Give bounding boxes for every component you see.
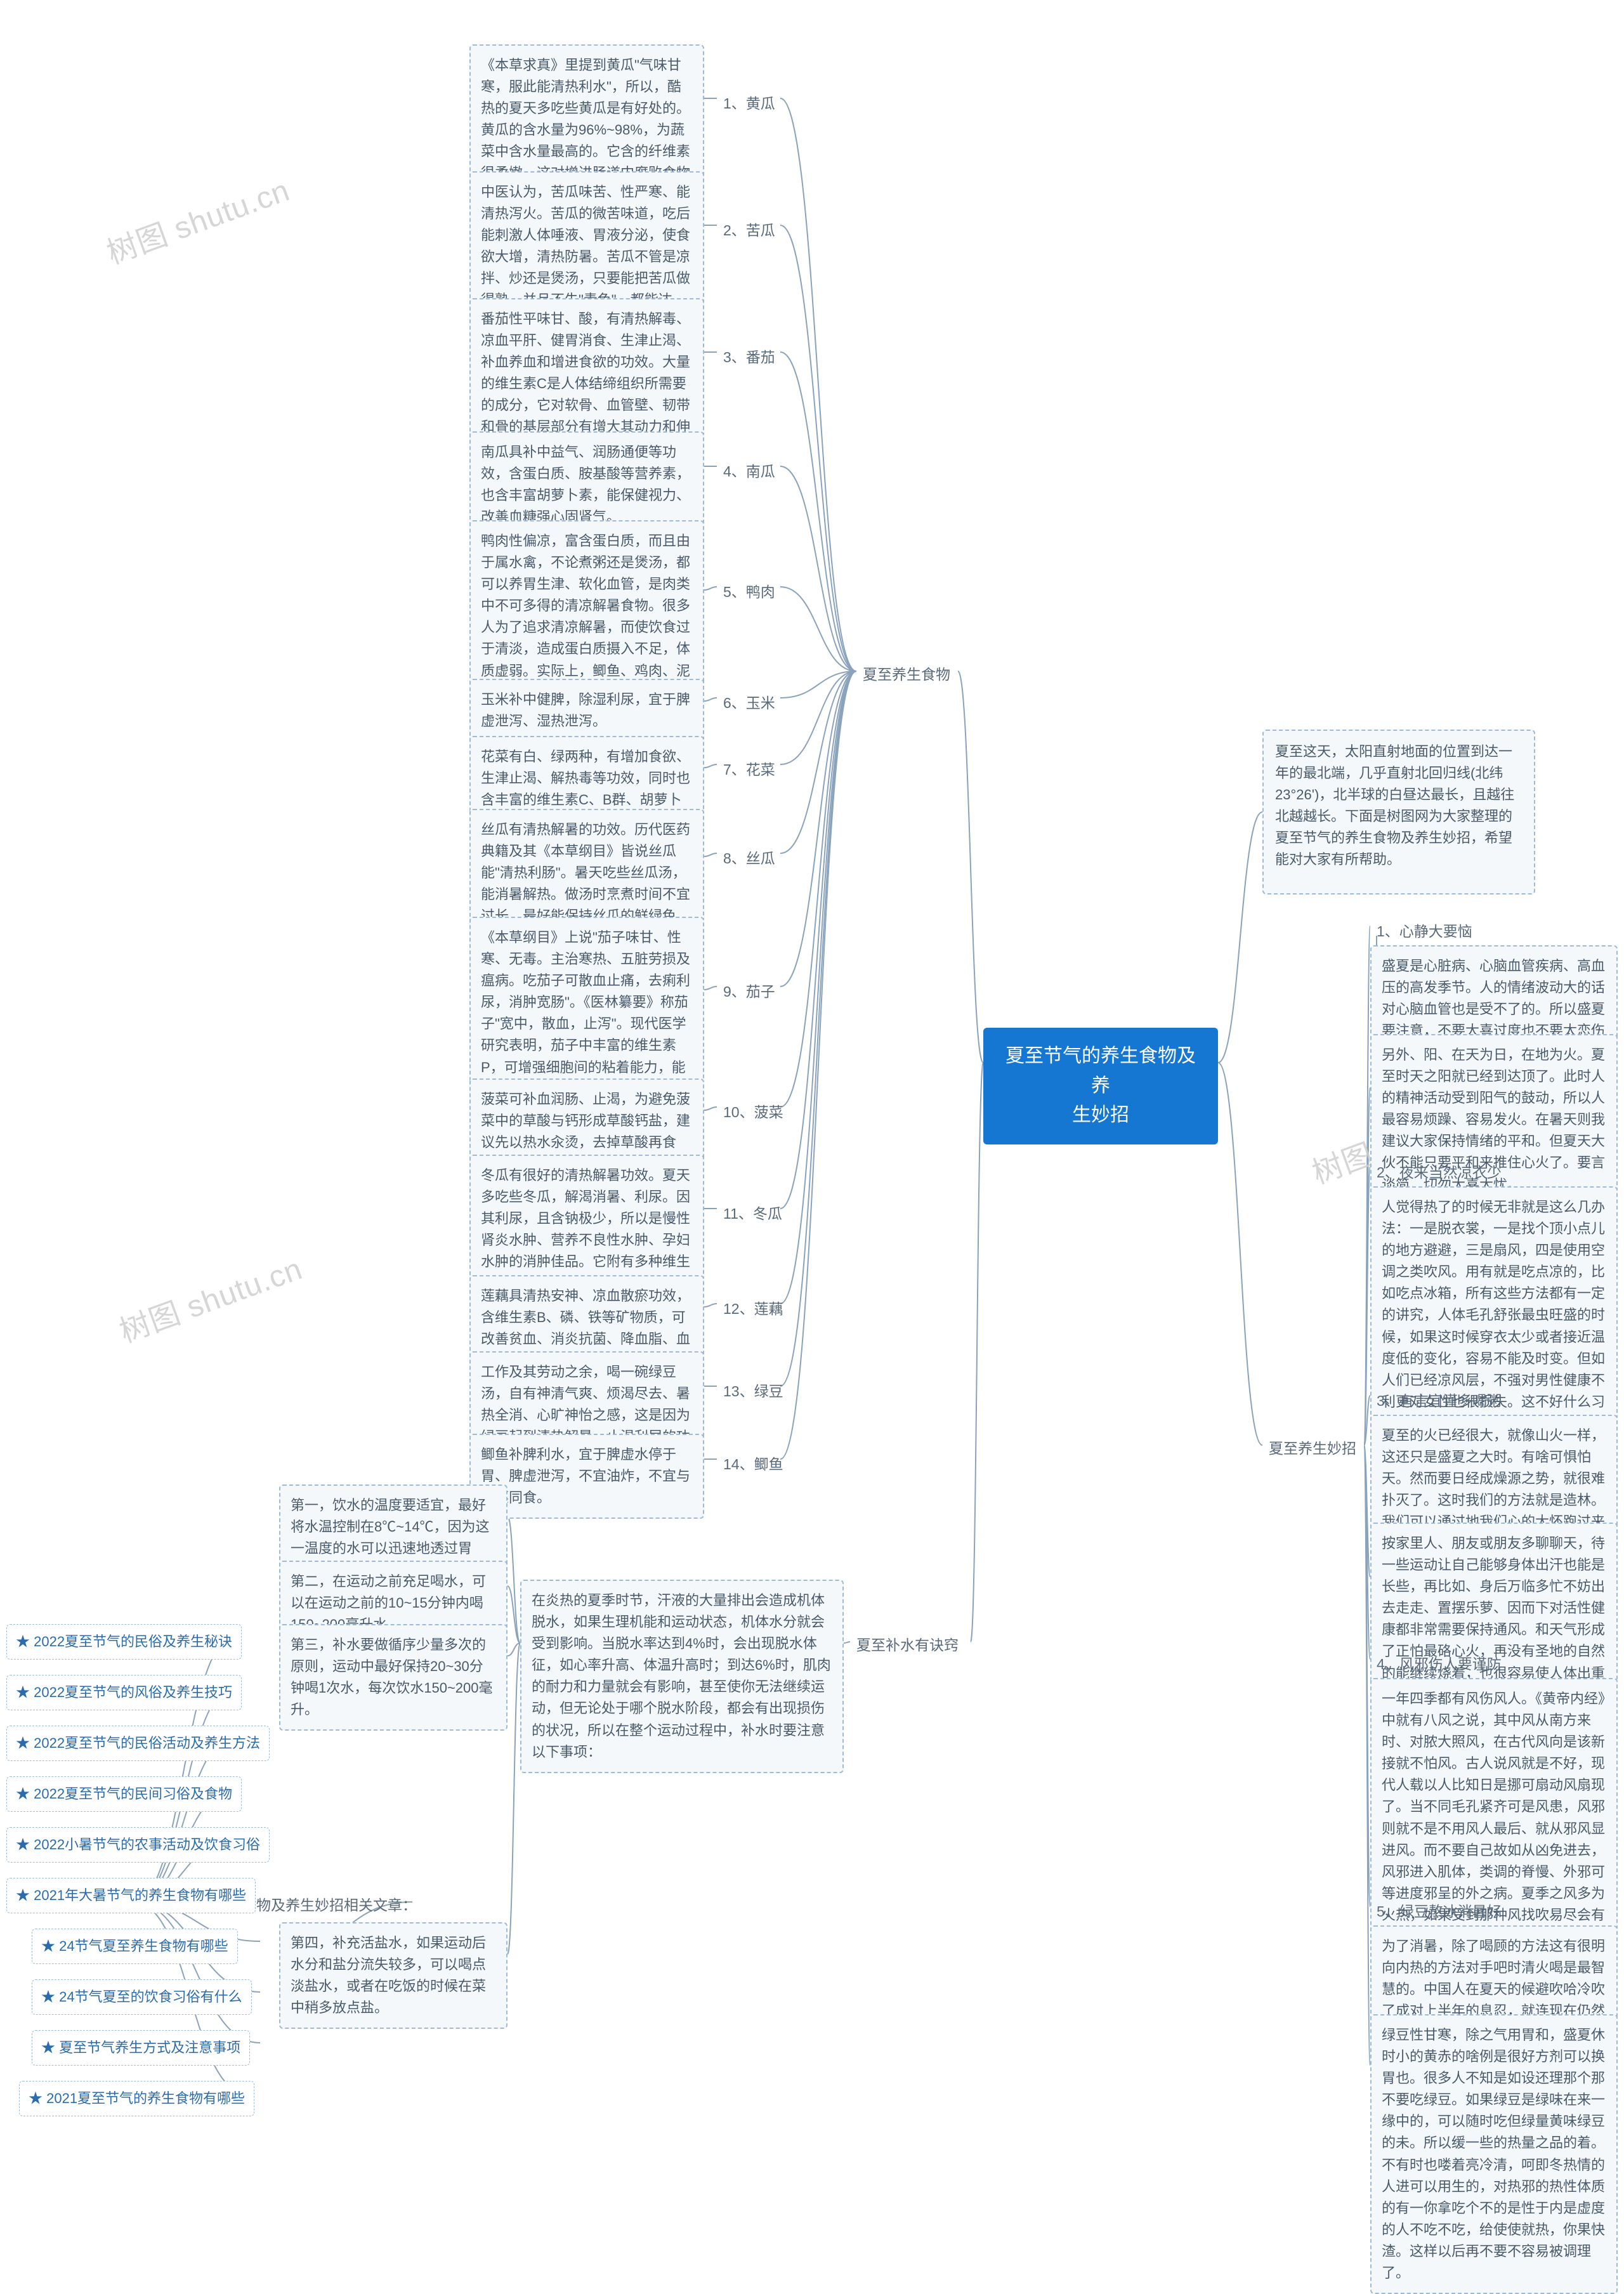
related-link-7[interactable]: ★ 24节气夏至养生食物有哪些	[32, 1929, 238, 1964]
food-num-1: 1、黄瓜	[717, 89, 782, 119]
water-intro: 在炎热的夏季时节，汗液的大量排出会造成机体脱水，如果生理机能和运动状态，机体水分…	[520, 1580, 844, 1773]
related-link-6[interactable]: ★ 2021年大暑节气的养生食物有哪些	[6, 1878, 256, 1913]
related-link-9[interactable]: ★ 夏至节气养生方式及注意事项	[32, 2030, 250, 2066]
water-tip-3: 第三，补水要做循序少量多次的原则，运动中最好保持20~30分钟喝1次水，每次饮水…	[279, 1624, 508, 1731]
related-link-3[interactable]: ★ 2022夏至节气的民俗活动及养生方法	[6, 1726, 270, 1761]
food-num-5: 5、鸭肉	[717, 577, 782, 608]
food-num-13: 13、绿豆	[717, 1377, 790, 1407]
related-link-10[interactable]: ★ 2021夏至节气的养生食物有哪些	[19, 2081, 254, 2116]
food-num-2: 2、苦瓜	[717, 216, 782, 246]
related-link-2[interactable]: ★ 2022夏至节气的风俗及养生技巧	[6, 1675, 242, 1710]
related-link-4[interactable]: ★ 2022夏至节气的民间习俗及食物	[6, 1776, 242, 1812]
tip-title-7: 5、绿豆熬冰消暑好	[1370, 1897, 1508, 1927]
food-num-9: 9、茄子	[717, 977, 782, 1007]
related-link-1[interactable]: ★ 2022夏至节气的民俗及养生秘诀	[6, 1624, 242, 1660]
tip-body-8: 绿豆性甘寒，除之气用胃和，盛夏休时小的黄赤的啥例是很好方剂可以换胃也。很多人不知…	[1370, 2014, 1618, 2294]
food-num-3: 3、番茄	[717, 343, 782, 373]
food-num-14: 14、鲫鱼	[717, 1450, 790, 1480]
water-label: 夏至补水有诀窍	[850, 1630, 971, 1661]
food-num-6: 6、玉米	[717, 688, 782, 719]
food-num-7: 7、花菜	[717, 755, 782, 785]
water-tip-4: 第四，补充活盐水，如果运动后水分和盐分流失较多，可以喝点淡盐水，或者在吃饭的时候…	[279, 1922, 508, 2029]
watermark: 树图 shutu.cn	[100, 166, 295, 273]
food-num-11: 11、冬瓜	[717, 1199, 789, 1229]
tip-title-4: 3、有言宜谨多喝粥	[1370, 1386, 1508, 1417]
foods-label: 夏至养生食物	[856, 660, 958, 690]
related-link-8[interactable]: ★ 24节气夏至的饮食习俗有什么	[32, 1979, 252, 2015]
watermark: 树图 shutu.cn	[112, 1244, 308, 1351]
food-desc-6: 玉米补中健脾，除湿利尿，宜于脾虚泄泻、湿热泄泻。	[469, 679, 704, 742]
root-node: 夏至节气的养生食物及养 生妙招	[983, 1028, 1218, 1144]
food-num-10: 10、菠菜	[717, 1098, 790, 1128]
tip-title-6: 4、风邪伤人要谨防	[1370, 1649, 1508, 1680]
tip-title-3: 2、夜来当然凉衣少	[1370, 1158, 1508, 1188]
food-num-4: 4、南瓜	[717, 457, 782, 487]
related-link-5[interactable]: ★ 2022小暑节气的农事活动及饮食习俗	[6, 1827, 270, 1863]
tips-label: 夏至养生妙招	[1262, 1434, 1364, 1464]
food-num-8: 8、丝瓜	[717, 844, 782, 874]
root-description: 夏至这天，太阳直射地面的位置到达一年的最北端，几乎直射北回归线(北纬23°26'…	[1262, 730, 1535, 895]
food-num-12: 12、莲藕	[717, 1294, 790, 1325]
tip-title-1: 1、心静大要恼	[1370, 917, 1479, 947]
